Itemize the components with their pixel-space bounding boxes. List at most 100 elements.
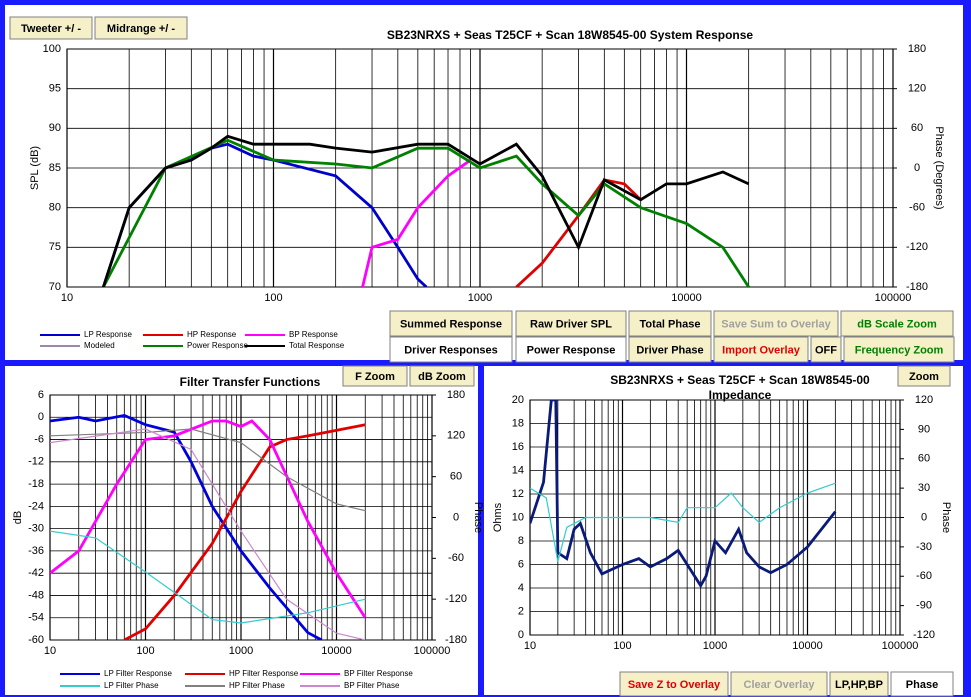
- y-tick-label: 80: [49, 202, 61, 214]
- y-tick-label: -24: [28, 500, 44, 512]
- x-tick-label: 10000: [792, 640, 823, 652]
- y2-tick-label: -120: [906, 241, 928, 253]
- button-face: [829, 671, 889, 697]
- y-tick-label: -18: [28, 478, 44, 490]
- y2-tick-label: 120: [447, 430, 465, 442]
- y-tick-label: 95: [49, 83, 61, 95]
- x-tick-label: 100000: [414, 645, 451, 657]
- y2-tick-label: 60: [918, 453, 930, 465]
- button[interactable]: dB Scale Zoom: [840, 310, 954, 337]
- y-tick-label: 18: [512, 417, 524, 429]
- button-label: dB Zoom: [418, 371, 466, 383]
- y2-tick-label: -30: [916, 541, 932, 553]
- y2-tick-label: -180: [906, 281, 928, 293]
- y-tick-label: 6: [518, 558, 524, 570]
- y-tick-label: -48: [28, 589, 44, 601]
- y2-tick-label: -90: [916, 600, 932, 612]
- series-line: [50, 419, 367, 619]
- button-label: Save Sum to Overlay: [721, 318, 831, 330]
- button[interactable]: Phase: [890, 671, 954, 697]
- legend-label: Total Response: [289, 341, 345, 350]
- y2-tick-label: 0: [453, 511, 459, 523]
- button-label: Summed Response: [400, 318, 502, 330]
- x-tick-label: 10: [61, 292, 73, 304]
- button[interactable]: dB Zoom: [409, 365, 475, 387]
- series-line: [50, 428, 366, 512]
- y-axis-label: Ohms: [492, 502, 504, 532]
- button[interactable]: Save Z to Overlay: [619, 671, 729, 697]
- button[interactable]: Frequency Zoom: [843, 336, 955, 363]
- x-tick-label: 100: [264, 292, 282, 304]
- x-tick-label: 100: [613, 640, 631, 652]
- button-face: [342, 365, 408, 387]
- button-face: [897, 365, 951, 387]
- x-tick-label: 10: [524, 640, 536, 652]
- y-tick-label: 70: [49, 281, 61, 293]
- button-label: F Zoom: [355, 371, 395, 383]
- button-face: [713, 310, 839, 337]
- button-face: [730, 671, 828, 697]
- y2-tick-label: 90: [918, 423, 930, 435]
- button[interactable]: F Zoom: [342, 365, 408, 387]
- series-line: [102, 138, 750, 287]
- chart-subtitle: Impedance: [709, 388, 772, 402]
- button[interactable]: LP,HP,BP: [829, 671, 889, 697]
- series-line: [123, 423, 366, 640]
- button-face: [619, 671, 729, 697]
- legend-label: BP Filter Response: [344, 669, 413, 678]
- y-tick-label: 4: [518, 582, 524, 594]
- y2-axis-label: Phase: [940, 502, 952, 533]
- y-tick-label: 85: [49, 162, 61, 174]
- button-label: dB Scale Zoom: [857, 318, 937, 330]
- y2-axis-label: Phase: [472, 502, 484, 533]
- button[interactable]: Midrange +/ -: [94, 16, 188, 40]
- y2-tick-label: 60: [450, 471, 462, 483]
- button[interactable]: Summed Response: [389, 310, 513, 337]
- button-face: [713, 336, 809, 363]
- button[interactable]: Driver Phase: [628, 336, 712, 363]
- button[interactable]: Clear Overlay: [730, 671, 828, 697]
- button[interactable]: Power Response: [515, 336, 627, 363]
- series-line: [50, 428, 366, 640]
- button-face: [409, 365, 475, 387]
- legend-label: HP Filter Phase: [229, 681, 285, 690]
- y2-tick-label: 60: [911, 122, 923, 134]
- button-face: [389, 336, 513, 363]
- y2-tick-label: -120: [913, 629, 935, 641]
- button[interactable]: Save Sum to Overlay: [713, 310, 839, 337]
- y-tick-label: 16: [512, 441, 524, 453]
- button[interactable]: Total Phase: [628, 310, 712, 337]
- button-label: Raw Driver SPL: [530, 318, 612, 330]
- button-face: [840, 310, 954, 337]
- button[interactable]: OFF: [810, 336, 842, 363]
- button-label: Import Overlay: [722, 344, 801, 356]
- button[interactable]: Tweeter +/ -: [9, 16, 93, 40]
- button-face: [628, 310, 712, 337]
- y-tick-label: 0: [38, 411, 44, 423]
- legend-label: LP Filter Response: [104, 669, 172, 678]
- x-tick-label: 100000: [875, 292, 912, 304]
- y-tick-label: 20: [512, 394, 524, 406]
- button-label: Total Phase: [640, 318, 701, 330]
- button-face: [515, 336, 627, 363]
- button[interactable]: Zoom: [897, 365, 951, 387]
- button-face: [890, 671, 954, 697]
- button[interactable]: Import Overlay: [713, 336, 809, 363]
- y-tick-label: 2: [518, 605, 524, 617]
- x-tick-label: 100: [136, 645, 154, 657]
- series-line: [530, 400, 837, 589]
- y2-tick-label: -120: [445, 593, 467, 605]
- button[interactable]: Driver Responses: [389, 336, 513, 363]
- button-face: [810, 336, 842, 363]
- legend-label: LP Response: [84, 330, 132, 339]
- x-tick-label: 1000: [229, 645, 253, 657]
- button-face: [843, 336, 955, 363]
- button[interactable]: Raw Driver SPL: [515, 310, 627, 337]
- y-tick-label: 100: [43, 43, 61, 55]
- button-face: [9, 16, 93, 40]
- series-line: [361, 158, 472, 287]
- y-tick-label: -12: [28, 456, 44, 468]
- y-tick-label: -30: [28, 523, 44, 535]
- button-label: Phase: [906, 679, 938, 691]
- x-tick-label: 10: [44, 645, 56, 657]
